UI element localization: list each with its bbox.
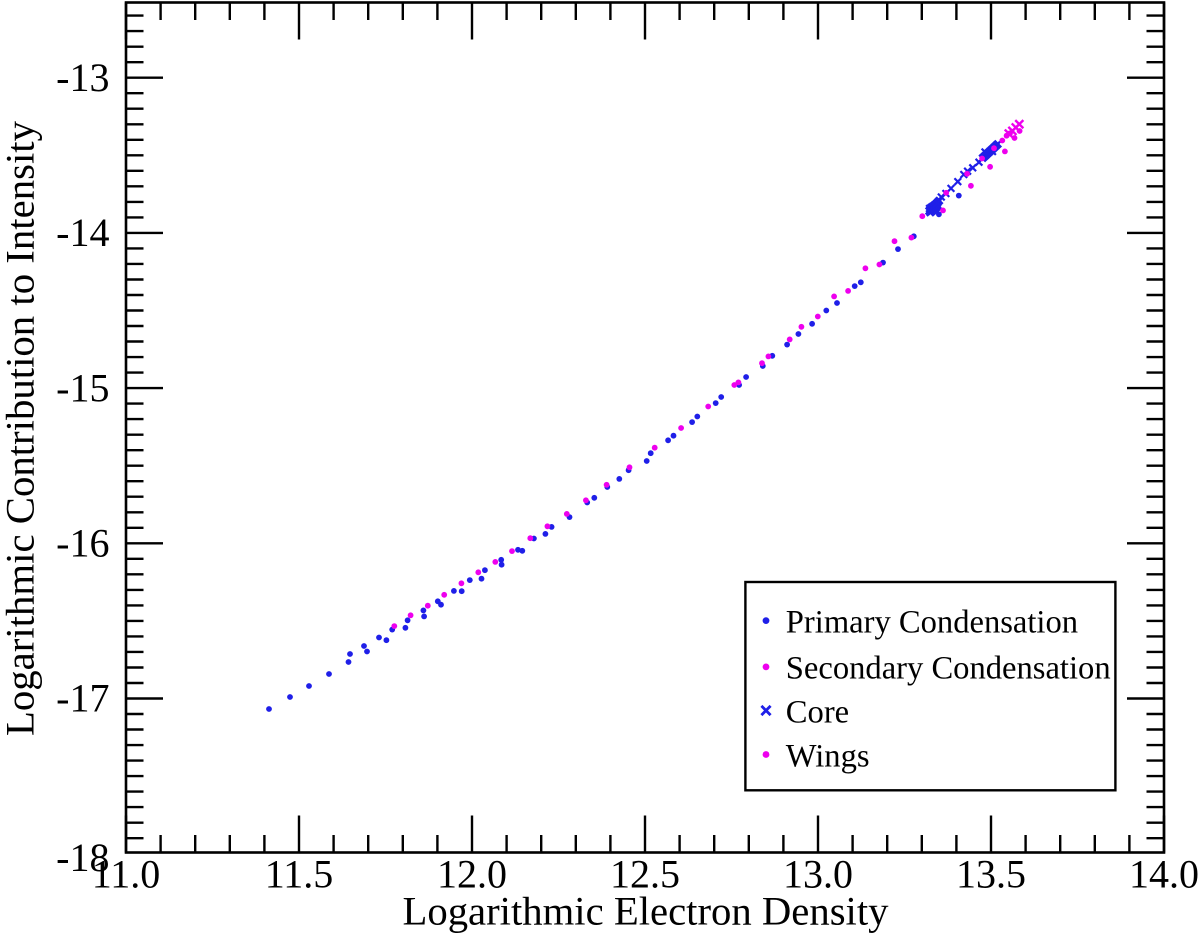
svg-text:12.5: 12.5	[610, 852, 680, 897]
svg-text:Logarithmic Contribution to In: Logarithmic Contribution to Intensity	[0, 121, 43, 736]
svg-text:11.5: 11.5	[265, 852, 334, 897]
svg-text:Core: Core	[786, 695, 849, 731]
svg-text:Wings: Wings	[786, 739, 870, 775]
svg-text:Logarithmic Electron Density: Logarithmic Electron Density	[403, 889, 889, 934]
svg-text:-18: -18	[56, 835, 109, 880]
svg-text:13.5: 13.5	[956, 852, 1026, 897]
svg-text:Secondary Condensation: Secondary Condensation	[786, 651, 1111, 687]
svg-text:11.0: 11.0	[92, 852, 161, 897]
svg-text:-13: -13	[56, 55, 109, 100]
svg-text:14.0: 14.0	[1129, 852, 1199, 897]
svg-text:Primary Condensation: Primary Condensation	[786, 605, 1078, 641]
svg-text:-14: -14	[56, 210, 109, 255]
svg-text:-15: -15	[56, 365, 109, 410]
svg-text:12.0: 12.0	[437, 852, 507, 897]
svg-text:-17: -17	[56, 676, 109, 721]
svg-text:13.0: 13.0	[783, 852, 853, 897]
svg-text:-16: -16	[56, 521, 109, 566]
